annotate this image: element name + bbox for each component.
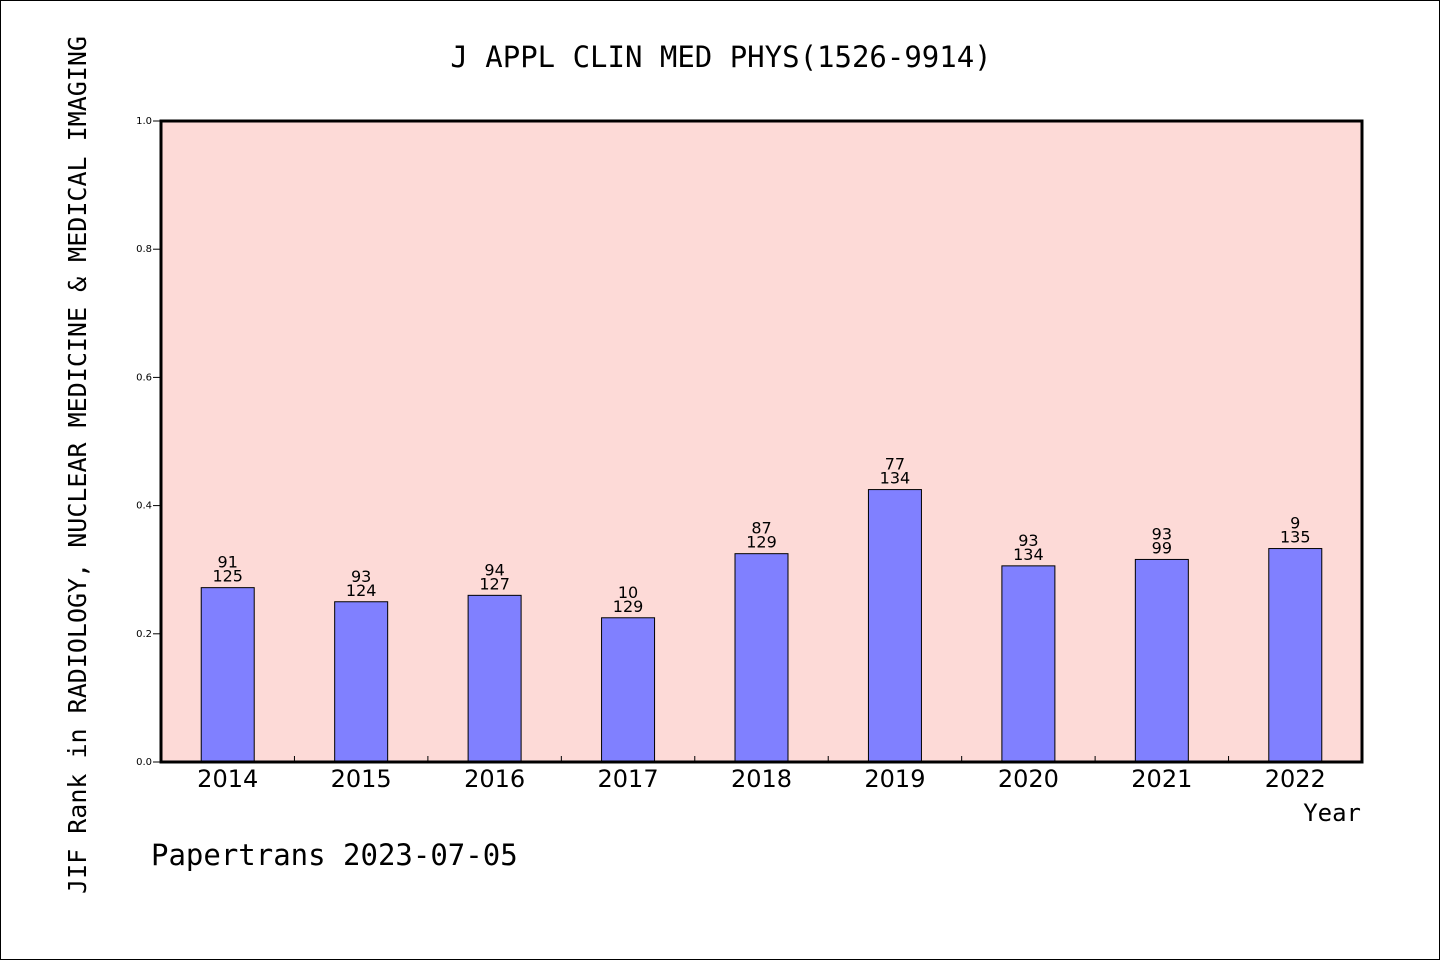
- y-tick-label: 0.6: [136, 372, 152, 383]
- bar-total-label: 135: [1280, 528, 1311, 547]
- bar: [1134, 558, 1189, 763]
- bar-total-label: 134: [1013, 545, 1044, 564]
- bar: [867, 489, 922, 763]
- x-tick-label: 2015: [331, 765, 392, 793]
- bar-rank-label: 87: [751, 519, 771, 538]
- bar-total-label: 127: [479, 574, 510, 593]
- text-layer: J APPL CLIN MED PHYS(1526-9914) JIF Rank…: [63, 36, 1361, 894]
- y-tick-label: 0.0: [136, 757, 152, 768]
- chart-title: J APPL CLIN MED PHYS(1526-9914): [450, 40, 991, 74]
- x-tick-label: 2022: [1265, 765, 1326, 793]
- plot-layer: 0.00.20.40.60.81.09112520149312420159412…: [136, 116, 1364, 793]
- y-tick-label: 1.0: [136, 116, 152, 127]
- bar-total-label: 99: [1152, 538, 1172, 557]
- x-tick-label: 2014: [197, 765, 258, 793]
- bar: [734, 553, 789, 763]
- x-tick-label: 2016: [464, 765, 525, 793]
- bar-rank-label: 94: [484, 560, 504, 579]
- x-tick-label: 2021: [1131, 765, 1192, 793]
- bar: [1268, 548, 1323, 763]
- bar: [1001, 565, 1056, 763]
- bar-total-label: 129: [613, 597, 644, 616]
- bar-total-label: 124: [346, 581, 377, 600]
- plot-frame: [159, 119, 1364, 764]
- bar-rank-label: 77: [885, 455, 905, 474]
- x-tick-label: 2017: [598, 765, 659, 793]
- x-tick-label: 2020: [998, 765, 1059, 793]
- bar-rank-label: 93: [351, 567, 371, 586]
- y-tick-label: 0.4: [136, 501, 152, 512]
- bar-rank-label: 93: [1018, 531, 1038, 550]
- bar-rank-label: 93: [1152, 524, 1172, 543]
- y-tick-label: 0.2: [136, 629, 152, 640]
- y-tick-label: 0.8: [136, 244, 152, 255]
- footer-note: Papertrans 2023-07-05: [151, 838, 518, 872]
- bar: [467, 594, 522, 763]
- bar-total-label: 134: [880, 469, 911, 488]
- bar-total-label: 125: [212, 567, 243, 586]
- y-axis-label: JIF Rank in RADIOLOGY, NUCLEAR MEDICINE …: [63, 36, 92, 894]
- x-tick-label: 2019: [864, 765, 925, 793]
- bar-total-label: 129: [746, 533, 777, 552]
- bar: [200, 587, 255, 763]
- bar: [334, 601, 389, 763]
- x-tick-label: 2018: [731, 765, 792, 793]
- x-axis-label: Year: [1303, 799, 1361, 827]
- bar: [601, 617, 656, 763]
- bar-rank-label: 10: [618, 583, 638, 602]
- bar-rank-label: 91: [218, 553, 238, 572]
- bar-rank-label: 9: [1290, 514, 1300, 533]
